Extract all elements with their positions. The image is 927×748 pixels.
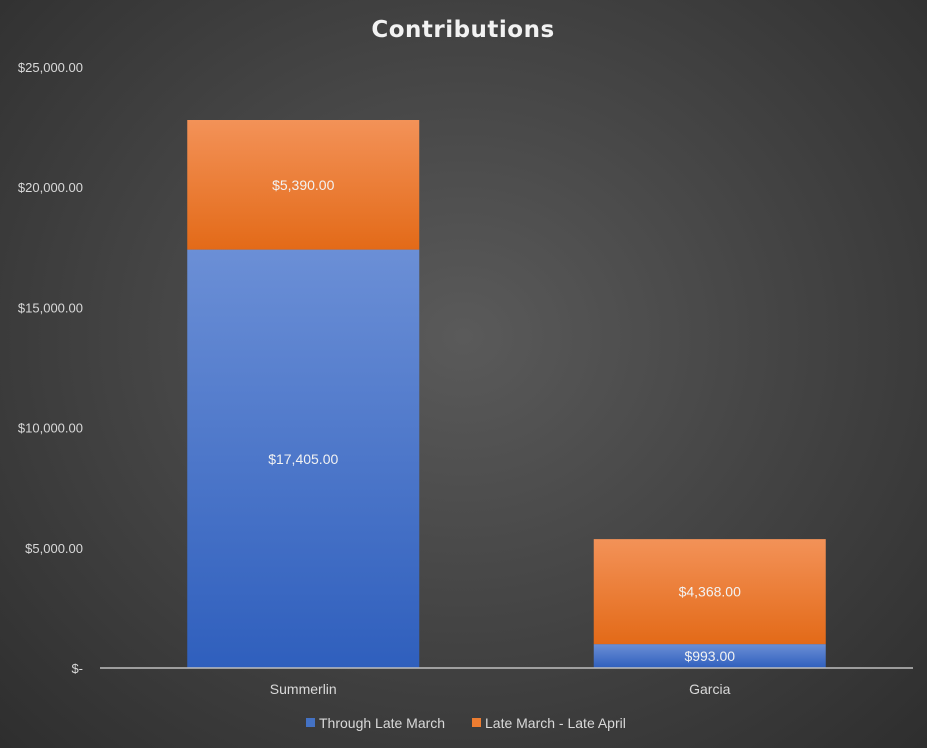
y-tick-label: $- [71,661,83,676]
y-axis-ticks: $- $5,000.00 $10,000.00 $15,000.00 $20,000.0… [18,60,83,676]
data-label: $5,390.00 [272,177,334,193]
data-label: $4,368.00 [679,584,741,600]
legend-swatch [306,718,315,727]
y-tick-label: $15,000.00 [18,300,83,315]
legend-entry: Late March - Late April [485,715,626,731]
bar-segment-garcia-series-1 [593,539,826,645]
data-label: $993.00 [684,648,735,664]
legend-swatch [472,718,481,727]
bar-segment-summerlin-series-1 [187,120,420,250]
y-tick-label: $20,000.00 [18,180,83,195]
legend-entry: Through Late March [319,715,445,731]
x-axis-labels: Summerlin Garcia [270,681,731,697]
bars [187,120,826,668]
y-tick-label: $25,000.00 [18,60,83,75]
data-label: $17,405.00 [268,451,338,467]
chart-title: Contributions [371,17,554,43]
x-tick-label: Garcia [689,681,730,697]
y-tick-label: $5,000.00 [25,541,83,556]
bar-segment-summerlin-series-0 [187,249,420,668]
legend: Through Late March Late March - Late Apri… [306,715,626,731]
x-tick-label: Summerlin [270,681,337,697]
bar-segment-garcia-series-0 [593,644,826,668]
data-labels: $17,405.00 $5,390.00 $993.00 $4,368.00 [268,177,741,664]
y-tick-label: $10,000.00 [18,421,83,436]
